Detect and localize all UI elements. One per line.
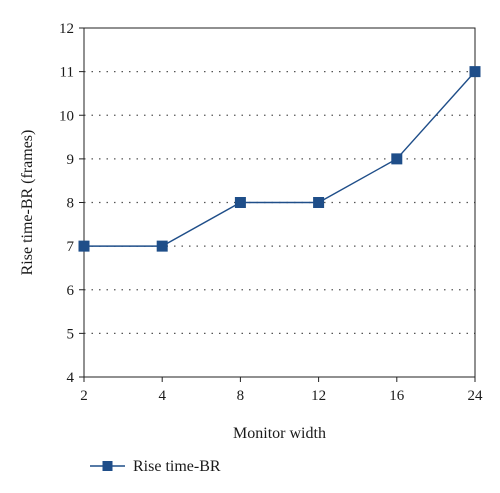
y-tick-label: 9 — [67, 152, 75, 168]
legend: Rise time-BR — [90, 458, 221, 475]
x-tick-label: 2 — [80, 388, 88, 404]
data-point-marker — [234, 197, 246, 208]
data-point-marker — [469, 66, 481, 78]
series-group — [78, 66, 481, 252]
y-tick-label: 6 — [67, 283, 75, 299]
data-point-marker — [313, 197, 325, 208]
x-axis-ticks: 2 4 8 12 16 24 — [80, 377, 483, 404]
y-tick-label: 8 — [67, 196, 75, 212]
y-tick-label: 12 — [59, 21, 74, 37]
data-point-marker — [391, 153, 403, 165]
y-tick-label: 5 — [67, 326, 75, 342]
y-axis-ticks: 4 5 6 7 8 9 10 11 12 — [59, 21, 84, 386]
y-tick-label: 4 — [67, 370, 75, 386]
y-tick-label: 10 — [59, 108, 74, 124]
x-tick-label: 4 — [158, 388, 166, 404]
x-tick-label: 24 — [468, 388, 484, 404]
y-tick-label: 11 — [60, 65, 74, 81]
legend-label: Rise time-BR — [133, 458, 221, 475]
x-tick-label: 16 — [389, 388, 405, 404]
legend-marker — [102, 461, 113, 471]
y-tick-label: 7 — [67, 239, 75, 255]
series-line — [84, 71, 476, 247]
data-point-marker — [78, 240, 90, 252]
y-axis-title: Rise time-BR (frames) — [19, 130, 36, 276]
x-tick-label: 8 — [237, 388, 245, 404]
x-axis-title: Monitor width — [233, 425, 326, 442]
x-tick-label: 12 — [311, 388, 326, 404]
data-point-marker — [156, 240, 168, 252]
